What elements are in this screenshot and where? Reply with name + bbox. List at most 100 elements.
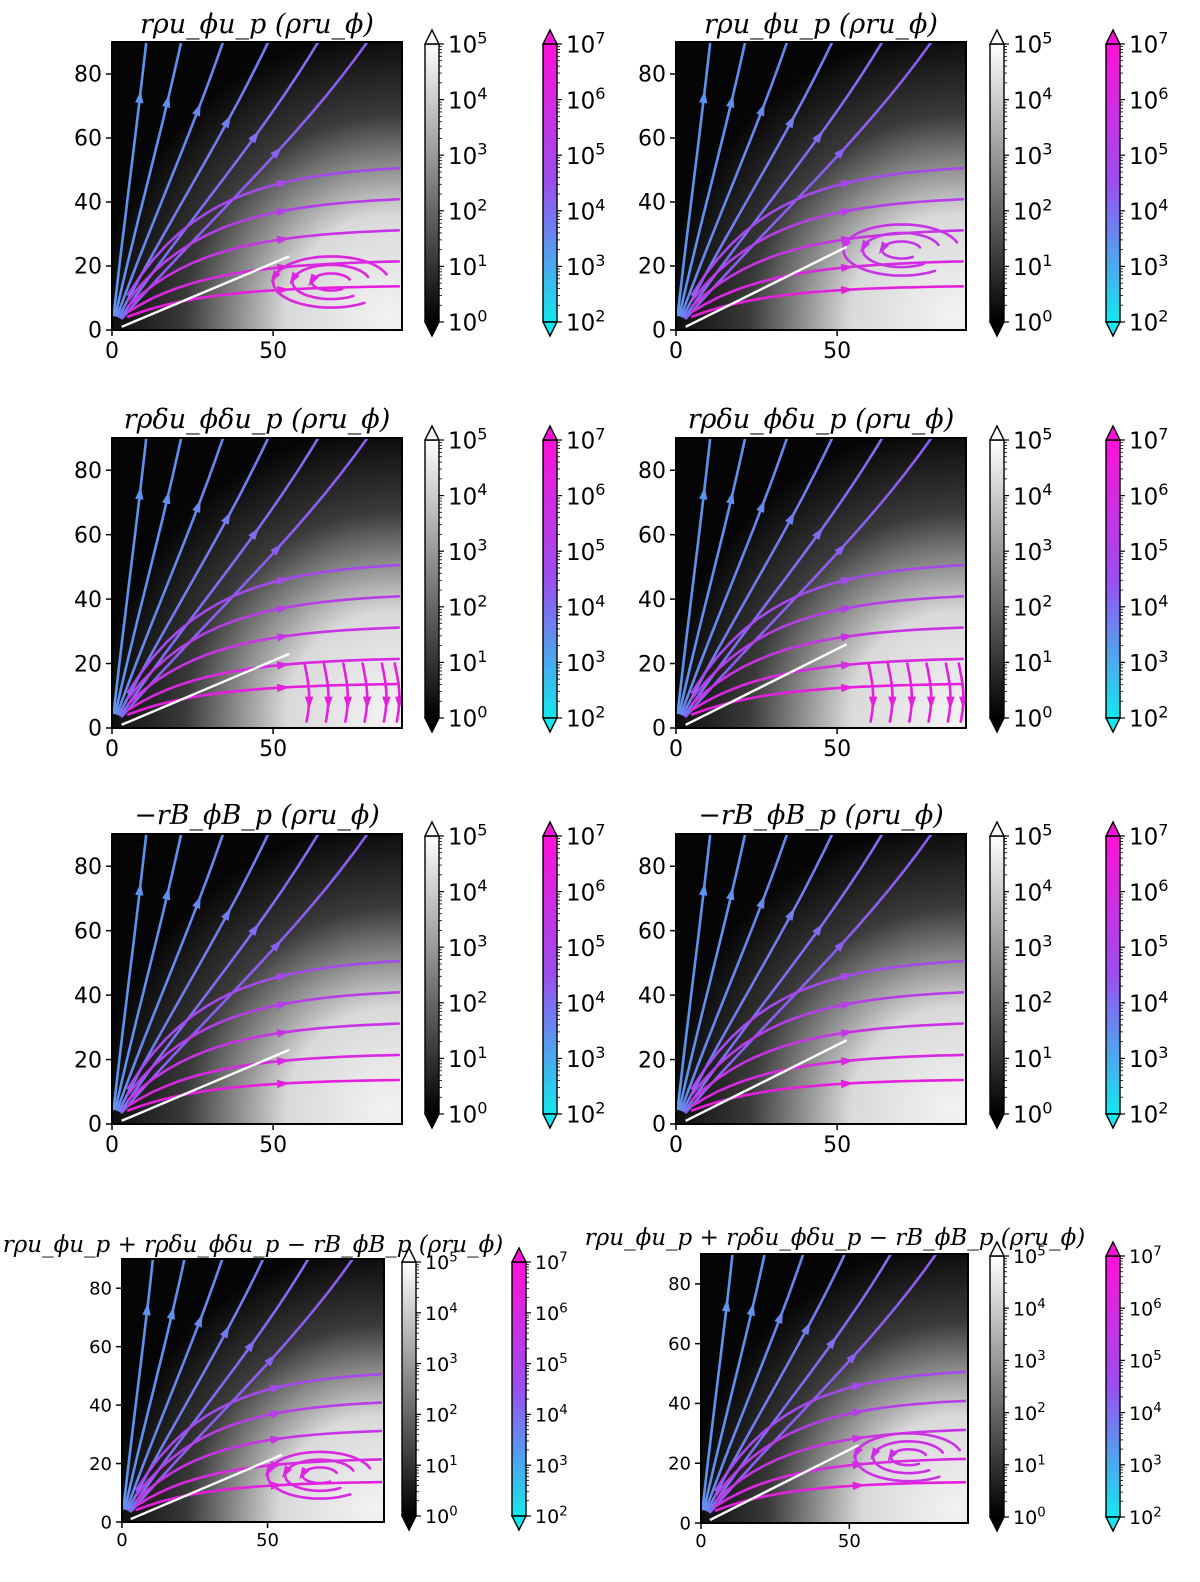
streamline-arrow (851, 1382, 865, 1391)
colorbar-tick-label: 103 (448, 536, 488, 566)
y-tick-label: 80 (74, 63, 102, 88)
streamline (681, 42, 834, 318)
streamline (678, 438, 747, 715)
streamline-arrow (840, 633, 854, 642)
colorbar-tick-label: 104 (1013, 1297, 1046, 1321)
x-tick-label: 0 (669, 737, 683, 762)
streamline-arrow (324, 696, 333, 710)
streamlines (701, 1254, 967, 1514)
streamline-arrow (840, 1057, 854, 1066)
x-tick-label: 50 (823, 1133, 851, 1158)
streamline-arrow (270, 269, 281, 283)
colorbar-tick-label: 105 (448, 821, 488, 851)
streamline-arrow (946, 696, 955, 710)
colorbar-tick-label: 102 (425, 1403, 458, 1427)
panel-row1-left: rρu_ϕu_p (ρru_ϕ) 0 20 40 60 80 0 50 100 101 102 103… (74, 9, 606, 364)
streamline (126, 166, 401, 296)
colorbar-tick-label: 103 (448, 140, 488, 170)
colorbar-tick-label: 103 (1129, 1453, 1162, 1477)
streamline-arrow (756, 499, 765, 513)
streamline (126, 197, 401, 302)
colorbar-tick-label: 107 (1129, 29, 1169, 59)
y-tick-label: 0 (88, 717, 102, 742)
streamline-arrow (812, 923, 824, 937)
streamline-arrow (756, 103, 765, 117)
colorbar-tick-label: 104 (566, 195, 606, 225)
colorbar-tick-label: 103 (1013, 140, 1053, 170)
disk-surface-line (685, 643, 848, 726)
x-tick-label: 0 (669, 339, 683, 364)
colorbar-tick-label: 102 (448, 195, 488, 225)
y-tick-label: 0 (101, 1512, 112, 1533)
colorbar-min-extend (988, 1113, 1006, 1130)
streamline-arrow (162, 491, 171, 505)
streamline-arrow (270, 146, 282, 159)
streamline-arrow (852, 1445, 863, 1459)
colorbar-tick-label: 104 (448, 876, 488, 906)
colorbar-tick-label: 105 (448, 425, 488, 455)
streamline (115, 438, 225, 715)
streamline-arrow (244, 1339, 256, 1353)
streamline (120, 42, 369, 320)
disk-surface-line (709, 1444, 859, 1522)
colorbar-tick-label: 102 (1013, 195, 1053, 225)
colorbar-tick-label: 105 (566, 932, 606, 962)
streamline (678, 42, 747, 317)
colorbar-tick-label: 103 (1013, 536, 1053, 566)
colorbar-tick-label: 103 (566, 1043, 606, 1073)
axes-frame (121, 1258, 385, 1523)
colorbar-body (542, 439, 558, 719)
y-tick-label: 80 (638, 63, 666, 88)
colorbar-tick-label: 105 (1129, 140, 1169, 170)
streamline (303, 662, 311, 723)
streamline (135, 1429, 383, 1502)
axes-frame (111, 41, 403, 331)
streamline (679, 438, 789, 715)
colorbar-max-extend (541, 424, 559, 441)
streamline-arrow (276, 1001, 290, 1010)
streamline-arrow (726, 887, 735, 901)
y-tick-label: 60 (638, 919, 666, 944)
streamline (126, 229, 401, 308)
colorbar-tick-label: 105 (1013, 425, 1053, 455)
streamline-arrow (840, 208, 854, 217)
streamline-arrow (726, 491, 735, 505)
streamline (684, 42, 933, 320)
streamline-arrow (840, 577, 854, 586)
streamline (119, 42, 320, 319)
colorbar-tick-label: 106 (566, 480, 606, 510)
streamline-arrow (852, 1434, 866, 1444)
streamline (126, 1022, 401, 1102)
axes-frame (700, 1253, 969, 1524)
streamline (678, 834, 747, 1111)
streamline (128, 1259, 310, 1512)
colorbar-min-extend (1104, 717, 1122, 734)
disk-surface-line (121, 1048, 290, 1122)
streamline (683, 438, 884, 717)
y-tick-label: 80 (74, 459, 102, 484)
colorbar-gray: 100 101 102 103 104 105 (400, 1246, 458, 1532)
streamline (684, 438, 933, 718)
streamline-arrow (248, 130, 260, 144)
colorbar-min-extend (988, 321, 1006, 338)
streamline (123, 1259, 186, 1510)
panel-title: rρu_ϕu_p + rρδu_ϕδu_p − rB_ϕB_p (ρru_ϕ) (585, 1225, 1086, 1251)
y-tick-label: 80 (638, 459, 666, 484)
colorbar-tick-label: 103 (425, 1352, 458, 1376)
panel-row1-right: rρu_ϕu_p (ρru_ϕ) 0 20 40 60 80 0 50 100 101 102 103… (638, 9, 1169, 364)
streamline (115, 834, 225, 1111)
colorbar-min-extend (400, 1515, 418, 1532)
colorbar-tick-label: 105 (1129, 1349, 1162, 1373)
colorbar-tick-label: 100 (425, 1505, 458, 1529)
streamline (690, 657, 965, 712)
streamline-arrow (192, 103, 201, 117)
colorbar-tick-label: 104 (1129, 987, 1169, 1017)
streamline-arrow (276, 1079, 290, 1089)
disk-surface-line (121, 255, 290, 328)
streamline (706, 1254, 847, 1512)
colorbar-tick-label: 100 (448, 307, 488, 337)
colorbar-body (989, 439, 1005, 719)
streamline-arrow (299, 1466, 310, 1480)
streamline-arrow (276, 180, 290, 189)
